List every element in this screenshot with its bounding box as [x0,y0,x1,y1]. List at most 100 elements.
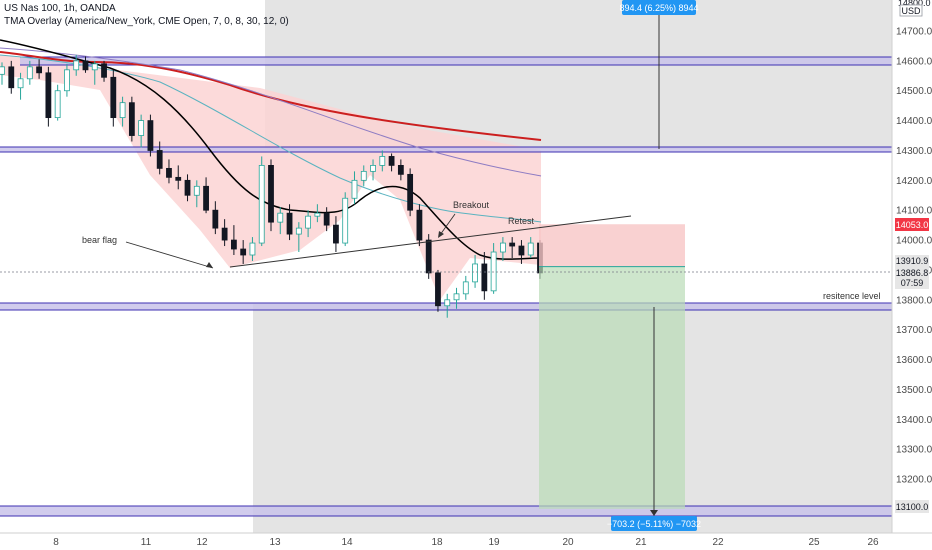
candle-body[interactable] [481,263,488,292]
candle-body[interactable] [277,212,284,223]
candle-body[interactable] [379,156,386,166]
resistance-annotation[interactable]: resitence level [823,291,881,301]
y-tick-label: 14700.0 [896,27,932,38]
candle-body[interactable] [435,272,441,307]
entry-price-badge [895,255,929,267]
x-tick-label: 25 [808,537,820,548]
moving-average-line-3 [0,54,542,223]
level-band[interactable] [0,147,892,152]
candle-body[interactable] [388,156,395,166]
y-tick-label: 13800.0 [896,295,932,306]
y-tick-label: 13600.0 [896,355,932,366]
moving-average-line-2 [0,47,542,177]
candle-body[interactable] [26,66,33,80]
candle-body[interactable] [45,72,52,119]
candle-body[interactable] [397,164,404,175]
candle-body[interactable] [203,185,209,211]
candle-body[interactable] [184,179,191,196]
stop-price-label: 14053.0 [896,220,929,230]
candle-body[interactable] [407,173,414,211]
candle-body[interactable] [453,293,460,301]
candle-body[interactable] [295,227,302,235]
flag-trendline[interactable] [229,215,632,268]
candle-body[interactable] [314,212,321,217]
y-tick-label: 14300.0 [896,146,932,157]
target-price-label: 13100.0 [896,502,929,512]
y-tick-label: 13300.0 [896,445,932,456]
measure-top-label-bg[interactable] [622,0,696,15]
candle-body[interactable] [416,209,423,241]
x-tick-label: 19 [488,537,500,548]
candle-body[interactable] [64,69,70,92]
candle-body[interactable] [286,212,293,235]
level-band[interactable] [0,506,892,516]
candle-body[interactable] [175,176,182,181]
candle-body[interactable] [166,167,172,178]
candle-body[interactable] [156,150,163,169]
candle-body[interactable] [36,66,43,74]
candle-body[interactable] [342,197,349,244]
candle-body[interactable] [370,164,376,172]
candle-body[interactable] [360,170,367,181]
currency-label: USD [901,6,921,16]
retest-annotation[interactable]: Retest [508,216,535,226]
candle-body[interactable] [128,102,135,136]
candle-body[interactable] [119,102,126,119]
candle-body[interactable] [305,215,312,229]
level-band[interactable] [0,303,892,310]
candle-body[interactable] [527,242,534,256]
candle-body[interactable] [54,90,61,119]
target-price-badge [895,500,929,513]
candle-body[interactable] [499,242,506,253]
symbol-title: US Nas 100, 1h, OANDA [4,3,116,14]
candle-body[interactable] [212,209,219,229]
y-tick-label: 14200.0 [896,176,932,187]
level-band[interactable] [20,57,892,65]
candle-body[interactable] [147,120,154,151]
candle-body[interactable] [17,78,24,89]
candle-body[interactable] [351,179,358,199]
candle-body[interactable] [221,227,228,241]
candle-body[interactable] [82,60,89,71]
candle-body[interactable] [249,242,256,256]
candle-body[interactable] [518,245,525,256]
bear-flag-arrow[interactable] [125,241,214,269]
stop-loss-zone[interactable] [539,224,685,267]
candle-body[interactable] [91,63,98,71]
x-tick-label: 13 [269,537,281,548]
indicator-title: TMA Overlay (America/New_York, CME Open,… [4,16,289,27]
take-profit-zone[interactable] [539,266,685,509]
candle-body[interactable] [472,263,478,283]
candle-body[interactable] [101,63,107,78]
candle-body[interactable] [8,66,15,89]
breakout-arrow[interactable] [439,213,456,236]
y-tick-label: 13500.0 [896,385,932,396]
measure-bottom-label-bg[interactable] [611,516,697,531]
candle-body[interactable] [462,281,469,295]
x-tick-label: 8 [53,537,59,548]
candle-body[interactable] [258,164,265,244]
candle-body[interactable] [230,239,237,250]
candle-body[interactable] [268,164,274,223]
candle-body[interactable] [240,248,247,256]
candle-body[interactable] [73,60,80,71]
candle-body[interactable] [138,120,145,136]
candle-body[interactable] [323,212,330,226]
moving-average-line-4 [0,39,542,260]
candle-body[interactable] [0,66,5,75]
bear-flag-annotation[interactable]: bear flag [82,235,117,245]
entry-price-label: 13910.9 [896,256,929,266]
x-tick-label: 22 [712,537,724,548]
candle-body[interactable] [490,251,497,292]
countdown-label: 07:59 [901,278,924,288]
candle-body[interactable] [193,185,200,196]
currency-box[interactable] [899,4,923,17]
candle-body[interactable] [333,224,339,244]
candle-body[interactable] [425,239,432,274]
candle-body[interactable] [110,76,117,119]
candle-body[interactable] [444,299,451,307]
breakout-annotation[interactable]: Breakout [453,200,490,210]
x-tick-label: 21 [635,537,647,548]
candle-body[interactable] [509,242,516,247]
